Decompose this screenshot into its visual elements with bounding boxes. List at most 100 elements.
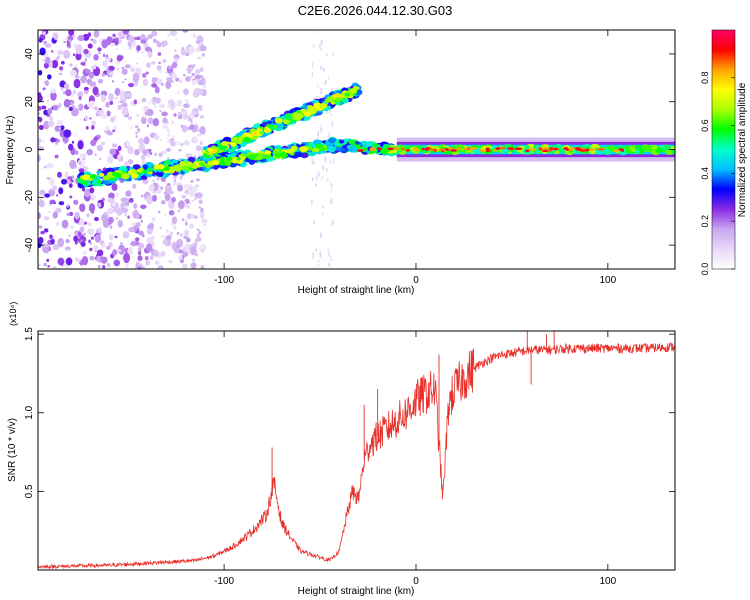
noise-streak — [312, 44, 315, 48]
noise-blob — [147, 101, 150, 105]
noise-blob — [196, 233, 201, 237]
noise-blob — [196, 178, 200, 182]
noise-blob — [64, 246, 71, 251]
carrier-peak — [506, 147, 515, 150]
noise-blob — [151, 217, 156, 222]
carrier-peak — [413, 148, 420, 152]
noise-blob — [107, 197, 114, 203]
spectrogram-panel: -100 0 100 -40 -20 0 20 40 Height of straight … — [5, 29, 676, 296]
noise-blob — [182, 113, 189, 120]
noise-blob — [68, 106, 73, 112]
noise-blob — [73, 78, 81, 89]
noise-blob — [89, 187, 95, 194]
noise-blob — [64, 173, 69, 179]
noise-blob — [127, 215, 130, 219]
noise-blob — [170, 30, 178, 37]
noise-blob — [161, 235, 165, 238]
noise-blob — [127, 146, 134, 155]
noise-blob — [108, 241, 113, 248]
lower-branch-blob — [143, 167, 148, 170]
noise-blob — [158, 103, 165, 108]
lower-branch-core — [121, 173, 130, 180]
lower-branch-blob — [212, 165, 219, 170]
noise-blob — [73, 89, 77, 95]
noise-blob — [99, 108, 102, 111]
noise-streak — [326, 110, 328, 114]
noise-blob — [100, 94, 107, 103]
noise-blob — [85, 126, 89, 130]
noise-blob — [116, 55, 123, 62]
noise-blob — [46, 176, 51, 180]
upper-branch-core — [230, 142, 237, 147]
upper-branch-core — [238, 136, 245, 141]
carrier-peak — [499, 146, 506, 150]
noise-blob — [128, 46, 132, 50]
colorbar: 0.0 0.2 0.4 0.6 0.8 Normalized spectral ampl… — [700, 29, 748, 275]
noise-blob — [155, 97, 161, 104]
noise-blob — [121, 106, 129, 116]
lower-branch-blob — [163, 160, 171, 166]
noise-blob — [102, 53, 106, 58]
merge-blob — [334, 146, 341, 151]
lower-branch-core — [138, 167, 144, 172]
noise-blob — [183, 103, 190, 109]
noise-blob — [129, 126, 133, 130]
noise-blob — [138, 138, 145, 145]
noise-blob — [195, 187, 199, 191]
noise-blob — [153, 134, 160, 141]
carrier-peak — [485, 147, 490, 151]
lower-branch-core — [219, 160, 226, 166]
noise-blob — [44, 193, 51, 198]
noise-blob — [96, 144, 104, 152]
upper-branch-core — [263, 126, 269, 131]
noise-blob — [186, 68, 190, 71]
noise-blob — [79, 226, 85, 233]
noise-blob — [147, 201, 151, 205]
noise-blob — [182, 246, 186, 251]
noise-blob — [55, 222, 60, 226]
noise-blob — [138, 262, 141, 266]
snr-x-axis-label: Height of straight line (km) — [298, 586, 415, 597]
noise-blob — [154, 260, 160, 265]
noise-blob — [42, 243, 49, 249]
noise-blob — [100, 113, 107, 120]
noise-blob — [171, 120, 174, 125]
noise-blob — [40, 230, 45, 235]
carrier-peak — [393, 147, 400, 150]
noise-blob — [38, 112, 41, 116]
noise-blob — [63, 129, 71, 138]
noise-blob — [91, 193, 94, 197]
noise-blob — [118, 244, 126, 255]
carrier-peak — [376, 147, 383, 150]
noise-blob — [128, 35, 135, 44]
noise-blob — [193, 136, 199, 142]
noise-blob — [200, 207, 204, 213]
noise-blob — [182, 251, 189, 257]
carrier-peak — [613, 149, 621, 153]
noise-blob — [51, 60, 59, 69]
noise-blob — [93, 30, 100, 38]
noise-blob — [61, 219, 69, 229]
noise-blob — [107, 262, 111, 268]
noise-streak — [329, 182, 332, 186]
noise-streak — [311, 72, 314, 77]
noise-blob — [42, 140, 45, 143]
carrier-texture — [671, 149, 675, 154]
upper-branch-core — [296, 110, 302, 115]
noise-blob — [190, 180, 194, 183]
noise-blob — [198, 230, 202, 234]
lower-branch-core — [315, 145, 320, 149]
noise-blob — [159, 226, 163, 230]
carrier-texture — [661, 146, 666, 150]
noise-streak — [325, 168, 328, 172]
noise-blob — [108, 233, 114, 241]
noise-blob — [84, 221, 88, 225]
carrier-texture — [629, 145, 635, 150]
noise-streak — [319, 251, 322, 258]
noise-blob — [56, 55, 60, 59]
noise-blob — [57, 257, 65, 266]
noise-blob — [190, 246, 197, 256]
noise-blob — [75, 52, 82, 61]
noise-blob — [39, 47, 46, 56]
noise-blob — [134, 237, 140, 242]
